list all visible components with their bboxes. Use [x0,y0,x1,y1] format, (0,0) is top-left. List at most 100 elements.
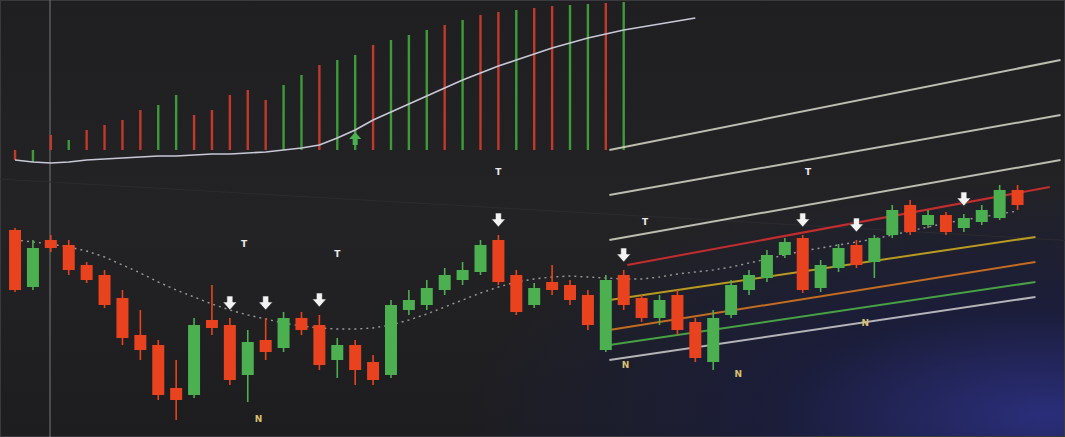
sell-arrow [796,213,810,227]
trend-line [609,60,1060,150]
indicator-bar [336,60,338,150]
candle-body [904,205,916,232]
indicator-bar [121,120,123,150]
indicator-bar [264,100,266,150]
sell-arrow [259,296,273,310]
buy-arrow [349,132,361,145]
indicator-bar [515,10,517,150]
candle-body [385,305,397,375]
candle-body [242,342,254,375]
line-series [15,18,695,163]
indicator-bar [282,85,284,150]
candle-body [886,210,898,235]
indicator-bar [551,6,553,150]
candle-body [152,345,164,395]
candle-body [618,275,630,305]
candle-body [439,275,451,290]
indicator-bar [605,3,607,150]
indicator-bar [157,105,159,150]
candle-body [63,245,75,270]
candle-body [331,345,343,360]
candle-body [9,230,21,290]
annotation-label: N [255,414,263,424]
candle-body [134,335,146,350]
indicator-bar [211,110,213,150]
candle-body [797,238,809,290]
crosshair [49,0,50,437]
candle-body [689,322,701,358]
candle-body [170,388,182,400]
candle-body [474,245,486,272]
candle-body [654,300,666,318]
trend-line [609,160,1060,240]
candle-body [99,275,111,305]
candle-body [421,288,433,305]
candle-body [671,295,683,330]
candle-body [779,242,791,255]
indicator-bar [139,110,141,150]
annotation-label: T [805,167,812,177]
candle-body [1012,190,1024,205]
candle-body [546,282,558,290]
candle-body [940,215,952,232]
annotation-label: T [334,249,341,259]
annotation-label: N [862,318,870,328]
candle-body [976,210,988,222]
candle-body [815,265,827,288]
candle-body [528,288,540,305]
candle-body [313,325,325,365]
sell-arrow [312,293,326,307]
indicator-bar [461,20,463,150]
candle-body [743,275,755,290]
indicator-bar [229,95,231,150]
candle-body [116,298,128,338]
candle-body [510,275,522,312]
candle-body [492,240,504,282]
sell-arrow [491,213,505,227]
indicator-bar [533,8,535,150]
candle-body [260,340,272,352]
indicator-bar [372,45,374,150]
sell-arrow [223,296,237,310]
annotation-label: N [622,360,630,370]
annotation-label: N [735,369,743,379]
candle-body [564,285,576,300]
candle-wick [551,265,553,295]
candle-body [457,270,469,280]
trend-line [609,115,1060,195]
candle-body [725,285,737,315]
indicator-bar [408,35,410,150]
sell-arrow [849,218,863,232]
candle-body [295,318,307,330]
indicator-bar [426,30,428,150]
indicator-bar [68,140,70,150]
candle-body [761,255,773,278]
indicator-bar [247,90,249,150]
candle-body [403,300,415,310]
line-series [15,211,1018,329]
candle-body [958,218,970,228]
candle-body [27,248,39,287]
candle-body [278,318,290,348]
candle-body [922,215,934,225]
indicator-bar [175,95,177,150]
plot-marks [9,2,1060,420]
indicator-bar [479,15,481,150]
indicator-bar [390,40,392,150]
candle-body [349,345,361,370]
indicator-bar [623,2,625,150]
chart: TTTTTNNNN [0,0,1065,437]
candle-body [994,190,1006,218]
indicator-bar [85,130,87,150]
candle-body [206,320,218,328]
indicator-bar [50,135,52,150]
indicator-bar [32,150,34,162]
annotation-label: T [241,239,248,249]
indicator-bar [14,150,16,160]
candle-body [45,240,57,248]
candle-body [636,298,648,318]
sell-arrow [617,248,631,262]
indicator-bar [587,4,589,150]
candle-body [367,362,379,380]
indicator-bar [103,125,105,150]
